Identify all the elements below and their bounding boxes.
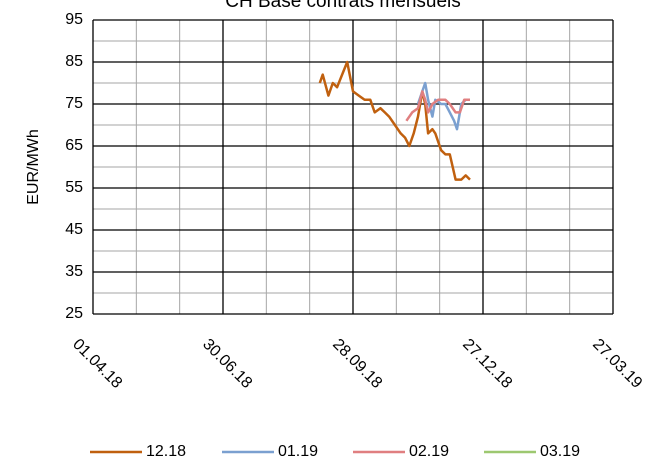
series-line: [405, 90, 470, 122]
x-tick-label: 30.06.18: [199, 336, 255, 392]
x-tick-label: 01.04.18: [69, 336, 125, 392]
y-axis-label: EUR/MWh: [25, 129, 42, 205]
y-tick-label: 95: [65, 11, 83, 28]
y-tick-label: 55: [65, 179, 83, 196]
y-tick-label: 75: [65, 95, 83, 112]
y-tick-label: 65: [65, 137, 83, 154]
y-tick-label: 45: [65, 221, 83, 238]
legend-label: 03.19: [540, 443, 580, 460]
chart-title: CH Base contrats mensuels: [225, 0, 461, 12]
series-line: [318, 60, 471, 181]
y-tick-label: 35: [65, 263, 83, 280]
legend-label: 12.18: [146, 443, 186, 460]
x-tick-label: 28.09.18: [329, 336, 385, 392]
y-tick-label: 25: [65, 305, 83, 322]
y-tick-label: 85: [65, 53, 83, 70]
x-tick-label: 27.03.19: [589, 336, 645, 392]
legend-label: 02.19: [409, 443, 449, 460]
legend-label: 01.19: [278, 443, 318, 460]
x-tick-label: 27.12.18: [459, 336, 515, 392]
